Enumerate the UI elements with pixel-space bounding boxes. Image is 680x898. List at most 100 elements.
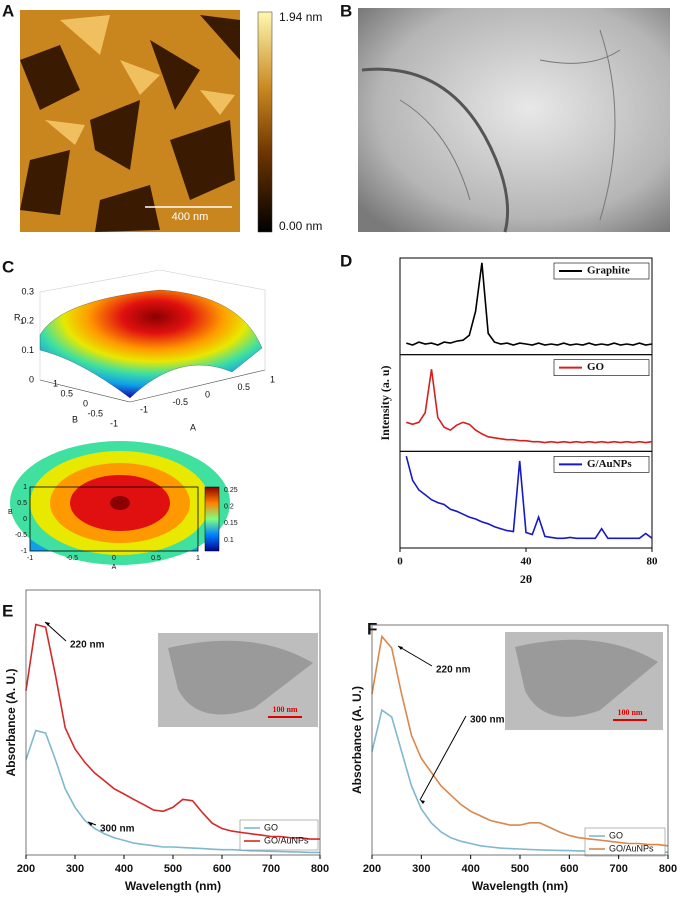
x-tick-label: -0.5 [66,555,78,562]
x-tick-label: 0 [112,555,116,562]
contour-plot [10,441,230,565]
z-axis-label: R [14,312,21,322]
series-line [406,369,653,444]
x-tick-label: -0.5 [173,397,189,407]
legend-label: GO [264,822,278,832]
y-tick-label: -1 [21,548,27,555]
legend-label: GO/AuNPs [264,835,309,845]
x-tick-label: 40 [521,556,533,568]
x-tick-label: 0.5 [151,555,161,562]
legend-label: Graphite [587,265,630,277]
x-tick-label: 300 [412,863,430,875]
x-tick-label: 800 [311,863,329,875]
chart: D Graphite GO G/AuNPs 0 40 80 2θ Intensity (a. u… [340,251,658,585]
annotation: 220 nm [436,665,471,676]
legend-label: GO [609,830,623,840]
colorbar [257,11,273,233]
x-axis-label: A [112,564,117,571]
colorbar [204,486,220,552]
y-tick-label: 0 [83,398,88,408]
y-tick-label: -0.5 [87,408,103,418]
x-tick-label: -1 [140,404,148,414]
x-tick-label: 400 [115,863,133,875]
panel-label: C [2,257,14,276]
x-tick-label: 700 [609,863,627,875]
y-tick-label: 0.5 [60,388,73,398]
x-axis-label: 2θ [520,572,532,586]
x-tick-label: 0 [205,389,210,399]
inset-scale-label: 100 nm [272,705,297,714]
colorbar-tick-label: 0.2 [224,504,234,511]
colorbar-tick-label: 0.15 [224,520,238,527]
x-axis-label: Wavelength (nm) [472,879,568,893]
arrow-head [420,800,425,804]
y-tick-label: 1 [53,378,58,388]
z-tick-label: 0.2 [21,316,34,326]
series-line [25,623,320,840]
legend-box [553,359,650,376]
legend-box [584,827,666,857]
arrow-head [398,646,403,650]
afm-image [20,10,240,232]
chart: E GO GO/AuNPs 200 300 400 500 600 700 800 Waveleng… [2,589,329,893]
inset-flake [515,639,658,717]
panel-label: A [2,1,14,20]
x-tick-label: 0 [397,556,403,568]
series-line [406,262,653,346]
y-tick-label: 0 [23,516,27,523]
y-tick-label: 1 [23,484,27,491]
legend-label: G/AuNPs [587,458,632,470]
y-tick-label: -1 [110,418,118,428]
legend-box [553,456,650,473]
z-tick-label: 0 [29,374,34,384]
series-line [371,634,669,847]
x-tick-label: 400 [461,863,479,875]
annotation-arrow [397,645,433,667]
arrow-head [88,822,93,826]
inset-scale-label: 100 nm [617,708,642,717]
z-tick-label: 0.3 [21,286,34,296]
y-axis-label: Absorbance (A. U.) [4,668,18,776]
z-axis-label-sub: 1 [20,319,24,326]
panel-label: B [340,1,352,20]
y-axis-label: B [72,414,78,424]
tem-image [358,8,670,233]
colorbar-tick-label: 0.25 [224,487,238,494]
z-tick-label: 0.1 [21,345,34,355]
x-axis-label: Wavelength (nm) [125,879,221,893]
y-axis-label: Absorbance (A. U.) [350,686,364,794]
x-tick-label: 1 [270,374,275,384]
colorbar-tick-label: 0.1 [224,537,234,544]
colorbar-max-label: 1.94 nm [279,10,322,24]
y-tick-label: -0.5 [15,532,27,539]
legend-box [553,262,650,280]
series-line [25,729,320,854]
x-tick-label: 500 [164,863,182,875]
legend-label: GO/AuNPs [609,843,654,853]
legend-box [239,819,319,851]
x-tick-label: 200 [363,863,381,875]
x-tick-label: 800 [659,863,677,875]
surface-plot [39,269,266,403]
y-axis-label: B [8,509,13,516]
x-tick-label: 700 [262,863,280,875]
x-tick-label: 200 [17,863,35,875]
series-line [405,455,653,540]
panel-label: D [340,251,352,270]
panel-label: E [2,601,13,620]
x-tick-label: -1 [27,555,33,562]
x-tick-label: 0.5 [238,382,251,392]
x-tick-label: 600 [560,863,578,875]
scale-bar-label: 400 nm [172,211,209,223]
annotation: 300 nm [100,824,135,835]
x-tick-label: 300 [66,863,84,875]
x-tick-label: 500 [511,863,529,875]
x-tick-label: 80 [647,556,659,568]
annotation-arrow [419,715,467,801]
x-tick-label: 1 [196,555,200,562]
y-tick-label: 0.5 [17,500,27,507]
colorbar-min-label: 0.00 nm [279,219,322,233]
